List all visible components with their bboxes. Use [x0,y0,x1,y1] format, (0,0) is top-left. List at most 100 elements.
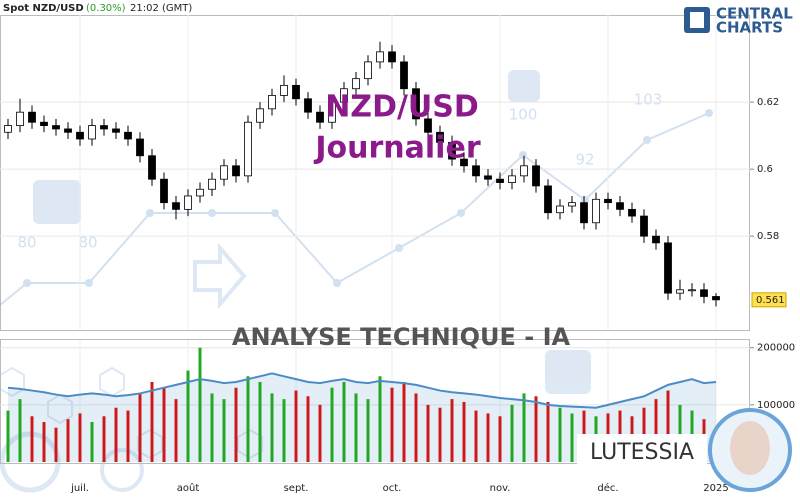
time: 21:02 (GMT) [130,3,192,14]
volume-bar [306,396,310,462]
plot: 0.58 0.6 0.62 100000 200000 juil. août sept. oct… [0,15,795,494]
volume-bar [138,393,142,462]
candle-body [640,215,648,237]
volume-bar [546,402,550,462]
candle-body [340,88,348,103]
volume-ma-area [8,373,716,462]
volume-bar [150,382,154,462]
candle-body [520,165,528,177]
decor-arrow [193,242,247,310]
decor-points [23,109,713,287]
volume-bar [438,407,442,462]
candle-body [592,198,600,224]
volume-bar [414,393,418,462]
change: (0.30%) [86,3,126,14]
candle-body [424,118,432,133]
candle-body [568,202,576,207]
candle-body [16,111,24,126]
volume-panel [0,339,750,464]
candle-body [700,289,708,297]
volume-bar [378,376,382,462]
volume-bar [462,402,466,462]
candle-body [196,188,204,197]
candle-body [676,289,684,294]
candle-body [52,125,60,130]
candle-body [28,111,36,123]
candle-body [364,61,372,80]
volume-bar [114,407,118,462]
y-tick-label: 0.62 [757,97,779,108]
logo-icon [690,12,704,28]
background-label: 80 [78,234,97,252]
volume-bar [198,347,202,462]
candle-body [652,235,660,244]
candle-body [280,84,288,96]
volume-bar [222,399,226,462]
x-tick-label: sept. [284,483,309,494]
volume-bar [102,416,106,462]
candle-body [484,175,492,180]
candle-body [496,178,504,183]
volume-bar [18,399,22,462]
background-label: 80 [17,234,36,252]
candle-body [256,108,264,123]
price-panel [0,15,750,331]
volume-bar [402,382,406,462]
volume-bar [270,393,274,462]
brand: LUTESSIA [590,440,694,465]
candle-body [136,138,144,157]
volume-bar [366,399,370,462]
volume-bar [486,413,490,462]
volume-bar [126,410,130,462]
volume-bar [282,399,286,462]
volume-bar [330,387,334,462]
candle-body [376,51,384,63]
volume-bar [354,393,358,462]
volume-bar [78,413,82,462]
decor-hexagons [0,366,263,493]
volume-bar [522,393,526,462]
candle-body [580,202,588,224]
candle-body [388,51,396,63]
x-tick-label: nov. [490,483,511,494]
candle-body [304,98,312,113]
volume-bar [186,370,190,462]
last-price-tag [751,292,787,308]
volume-bar [294,390,298,462]
volume-bar [666,390,670,462]
volume-bar [42,422,46,462]
candle-body [220,165,228,180]
candle-body [184,195,192,210]
candle-body [208,178,216,190]
candle-body [628,208,636,217]
decor-icon [508,70,540,102]
volume-bar [54,427,58,462]
candle-body [460,158,468,167]
volume-bar [534,396,538,462]
candle-body [124,131,132,140]
logo-text: CENTRAL [716,5,793,23]
candle-body [556,205,564,214]
candle-body [316,111,324,123]
volume-bar [234,387,238,462]
candle-body [436,131,444,143]
candle-body [40,121,48,126]
candle-body [172,202,180,210]
candle-body [544,185,552,214]
banner: ANALYSE TECHNIQUE - IA [232,323,571,351]
candle-body [244,121,252,177]
background-label: 92 [575,151,594,169]
x-tick-label: déc. [597,482,618,494]
volume-bar [450,399,454,462]
chart-title: NZD/USD [325,90,479,125]
volume-bar [318,404,322,462]
x-tick-label: oct. [383,483,402,494]
volume-bar [678,404,682,462]
volume-bar [474,410,478,462]
candle-body [664,242,672,294]
candle-body [112,128,120,133]
candle-body [412,88,420,120]
y-tick-label: 0.58 [757,231,779,242]
candle-body [328,101,336,123]
x-tick-label: juil. [70,483,89,494]
